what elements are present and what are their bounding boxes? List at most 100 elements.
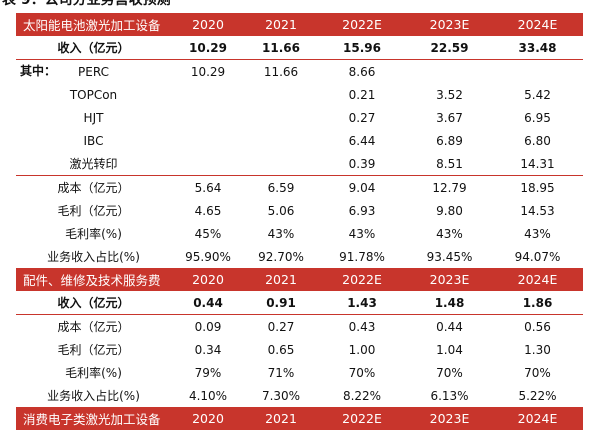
- table-row: 其中： PERC 10.29 11.66 8.66: [16, 60, 583, 84]
- cell: [245, 106, 317, 129]
- cell: [492, 60, 583, 84]
- year-2021: 2021: [245, 268, 317, 291]
- cell: 0.44: [436, 319, 463, 334]
- row-label: PERC: [78, 64, 109, 79]
- cell: 0.27: [267, 319, 295, 334]
- cell: [171, 83, 245, 106]
- cell: 6.44: [348, 133, 376, 148]
- row-label: 业务收入占比(%): [47, 389, 140, 403]
- cell: 70%: [436, 365, 463, 380]
- year-2023e: 2023E: [407, 268, 492, 291]
- cell: 93.45%: [426, 249, 473, 264]
- row-label: 成本（亿元）: [57, 181, 130, 195]
- table-row: 毛利（亿元） 4.65 5.06 6.93 9.80 14.53: [16, 199, 583, 222]
- cell: 33.48: [492, 36, 583, 60]
- cell: 3.67: [436, 110, 463, 125]
- row-label: 业务收入占比(%): [47, 250, 140, 264]
- cell: 1.00: [348, 342, 376, 357]
- row-label: 收入（亿元）: [16, 291, 171, 315]
- cell: 5.22%: [518, 388, 557, 403]
- year-2022e: 2022E: [317, 268, 407, 291]
- cell: 43%: [436, 226, 463, 241]
- cell: 43%: [524, 226, 551, 241]
- table-row: 毛利率(%) 79% 71% 70% 70% 70%: [16, 361, 583, 384]
- cell: 1.86: [492, 291, 583, 315]
- cell: 0.44: [171, 291, 245, 315]
- cell: 9.04: [348, 180, 376, 195]
- row-label: 毛利（亿元）: [57, 204, 130, 218]
- year-2023e: 2023E: [407, 407, 492, 430]
- cell: 45%: [194, 226, 222, 241]
- row-label: IBC: [83, 133, 104, 148]
- table-row: 成本（亿元） 0.09 0.27 0.43 0.44 0.56: [16, 315, 583, 339]
- cell: 43%: [348, 226, 376, 241]
- cell: 79%: [194, 365, 222, 380]
- table-row: 收入（亿元） 10.29 11.66 15.96 22.59 33.48: [16, 36, 583, 60]
- cell: 92.70%: [258, 249, 304, 264]
- year-2020: 2020: [171, 13, 245, 36]
- cell: 8.22%: [342, 388, 382, 403]
- table-row: 业务收入占比(%) 4.10% 7.30% 8.22% 6.13% 5.22%: [16, 384, 583, 407]
- cell: 1.04: [436, 342, 463, 357]
- section-label: 消费电子类激光加工设备: [16, 407, 171, 430]
- cell: 70%: [348, 365, 376, 380]
- cell: 6.59: [267, 180, 295, 195]
- cell: 0.43: [348, 319, 376, 334]
- cell: [245, 129, 317, 152]
- cell: 1.43: [317, 291, 407, 315]
- cell: [171, 106, 245, 129]
- cell: 0.34: [194, 342, 222, 357]
- cell: 1.48: [407, 291, 492, 315]
- cell: 22.59: [407, 36, 492, 60]
- year-2021: 2021: [245, 13, 317, 36]
- cell: [245, 83, 317, 106]
- section-label: 配件、维修及技术服务费: [16, 268, 171, 291]
- cell: 10.29: [190, 64, 226, 79]
- section-header-solar: 太阳能电池激光加工设备 2020 2021 2022E 2023E 2024E: [16, 13, 583, 36]
- cell: 11.66: [263, 64, 299, 79]
- cell: 4.10%: [188, 388, 228, 403]
- cell: 5.64: [194, 180, 222, 195]
- row-label: TOPCon: [69, 87, 118, 102]
- cell: [407, 60, 492, 84]
- table-row: TOPCon 0.21 3.52 5.42: [16, 83, 583, 106]
- cell: 6.95: [524, 110, 551, 125]
- table-row: 业务收入占比(%) 95.90% 92.70% 91.78% 93.45% 94…: [16, 245, 583, 268]
- cell: 7.30%: [261, 388, 301, 403]
- cell: 6.13%: [430, 388, 469, 403]
- table-title: 表 9：公司分业务营收预测: [2, 0, 171, 8]
- cell: 3.52: [436, 87, 463, 102]
- year-2024e: 2024E: [492, 407, 583, 430]
- section-header-consumer-electronics: 消费电子类激光加工设备 2020 2021 2022E 2023E 2024E: [16, 407, 583, 430]
- row-label: 成本（亿元）: [57, 320, 130, 334]
- cell: 6.93: [348, 203, 376, 218]
- table-row: 毛利（亿元） 0.34 0.65 1.00 1.04 1.30: [16, 338, 583, 361]
- cell: 12.79: [432, 180, 467, 195]
- cell: 43%: [267, 226, 295, 241]
- row-label: 激光转印: [16, 152, 171, 176]
- cell: 14.31: [492, 152, 583, 176]
- table-row: 成本（亿元） 5.64 6.59 9.04 12.79 18.95: [16, 176, 583, 200]
- year-2022e: 2022E: [317, 407, 407, 430]
- cell: [171, 152, 245, 176]
- cell: 70%: [524, 365, 551, 380]
- cell: 6.89: [436, 133, 463, 148]
- row-label: 毛利（亿元）: [57, 343, 130, 357]
- table-row: 毛利率(%) 45% 43% 43% 43% 43%: [16, 222, 583, 245]
- cell: 0.21: [348, 87, 376, 102]
- table-row: IBC 6.44 6.89 6.80: [16, 129, 583, 152]
- cell: 5.42: [524, 87, 551, 102]
- cell: [245, 152, 317, 176]
- row-label: 毛利率(%): [65, 366, 122, 380]
- cell: 91.78%: [339, 249, 385, 264]
- cell: 0.56: [524, 319, 551, 334]
- row-label: HJT: [83, 110, 104, 125]
- cell: 14.53: [520, 203, 555, 218]
- revenue-forecast-table: 太阳能电池激光加工设备 2020 2021 2022E 2023E 2024E …: [16, 13, 583, 430]
- cell: 0.27: [348, 110, 376, 125]
- cell: 71%: [267, 365, 295, 380]
- table-row: HJT 0.27 3.67 6.95: [16, 106, 583, 129]
- cell: 6.80: [524, 133, 551, 148]
- section-header-parts-service: 配件、维修及技术服务费 2020 2021 2022E 2023E 2024E: [16, 268, 583, 291]
- cell: 8.66: [348, 64, 376, 79]
